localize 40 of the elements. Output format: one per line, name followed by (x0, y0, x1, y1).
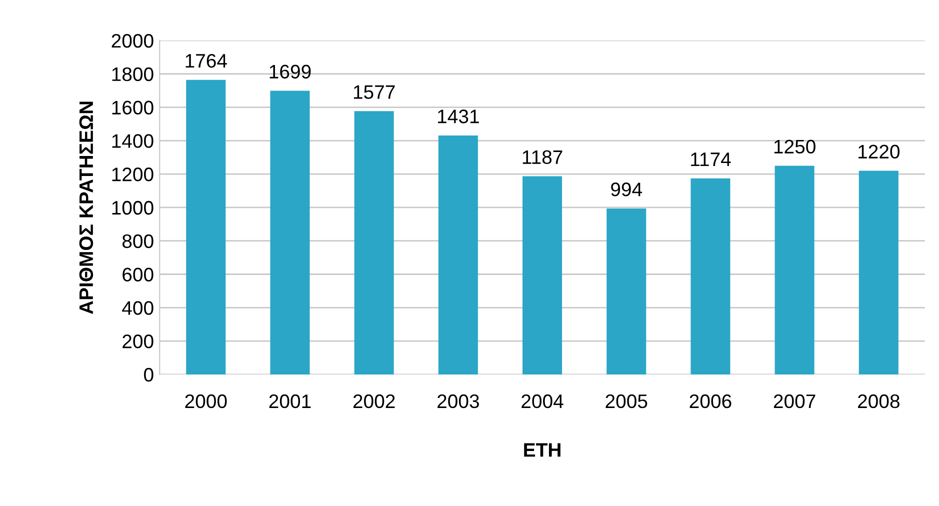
bar (522, 176, 562, 374)
bar (774, 166, 814, 374)
y-tick-label: 1000 (112, 200, 154, 215)
x-tick-label: 2000 (185, 394, 227, 408)
x-tick-label: 2004 (522, 394, 564, 408)
y-tick-label: 2000 (112, 34, 154, 48)
y-tick-label: 1800 (112, 67, 154, 82)
y-tick-label: 1200 (112, 168, 154, 182)
x-tick-label: 2008 (858, 394, 900, 408)
bar (270, 90, 310, 374)
data-label: 1431 (438, 110, 479, 124)
data-label: 1250 (774, 140, 816, 154)
y-tick-label: 400 (122, 301, 154, 315)
y-tick-label: 800 (122, 234, 154, 248)
y-tick-label: 0 (144, 368, 154, 382)
x-tick-label: 2005 (606, 394, 648, 408)
data-label: 1764 (186, 54, 227, 68)
bar (438, 135, 478, 374)
x-tick-label: 2003 (438, 394, 479, 408)
y-tick-label: 200 (122, 334, 154, 348)
bar (606, 208, 646, 374)
data-label: 1187 (522, 150, 562, 164)
bar (354, 111, 394, 374)
y-tick-label: 1600 (112, 100, 154, 115)
data-label: 1220 (858, 144, 900, 159)
data-label: 1577 (354, 85, 395, 99)
bar (858, 170, 898, 374)
x-tick-label: 2001 (269, 394, 311, 408)
data-label: 994 (611, 182, 642, 196)
data-label: 1174 (691, 152, 731, 166)
bar (690, 178, 730, 374)
y-tick-label: 600 (122, 268, 154, 282)
x-axis-title: ΕΤΗ (524, 443, 560, 457)
x-tick-label: 2007 (774, 394, 816, 408)
y-tick-label: 1400 (112, 134, 154, 148)
x-tick-label: 2002 (353, 394, 395, 408)
data-label: 1699 (270, 64, 311, 79)
x-tick-label: 2006 (690, 394, 732, 408)
bar (186, 80, 226, 374)
y-axis-title: ΑΡΙΘΜΟΣ ΚΡΑΤΗΣΕΩΝ (79, 102, 94, 314)
